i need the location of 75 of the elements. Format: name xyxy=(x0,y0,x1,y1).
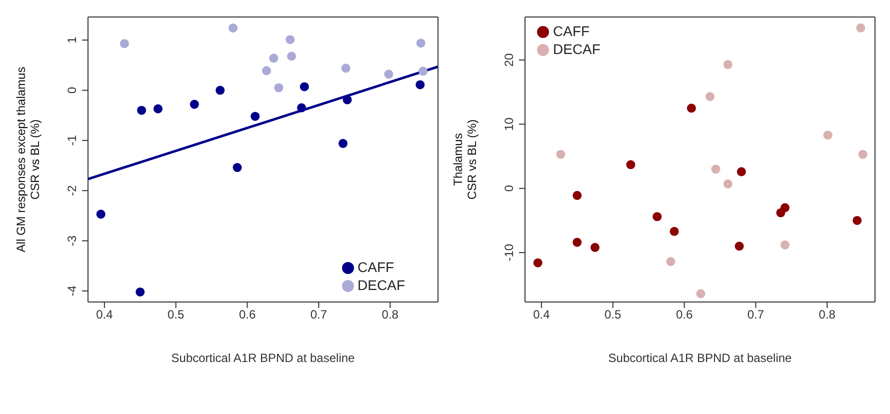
x-axis-title: Subcortical A1R BPND at baseline xyxy=(608,351,792,365)
legend-label: CAFF xyxy=(553,23,590,39)
point xyxy=(300,82,309,92)
x-tick-label: 0.4 xyxy=(96,308,114,322)
x-tick-label: 0.5 xyxy=(168,308,185,322)
point xyxy=(572,190,582,200)
point xyxy=(286,35,295,44)
x-tick-label: 0.6 xyxy=(676,308,693,322)
point xyxy=(136,287,145,296)
y-tick-label: -4 xyxy=(65,285,79,296)
point xyxy=(723,179,732,188)
point xyxy=(287,52,296,61)
point xyxy=(232,163,242,172)
x-tick-label: 0.7 xyxy=(747,308,764,322)
point xyxy=(705,92,715,102)
y-tick-label: -3 xyxy=(65,235,79,246)
legend-label: CAFF xyxy=(358,259,394,275)
point xyxy=(341,64,350,73)
legend-label: DECAF xyxy=(553,41,600,57)
point xyxy=(666,257,676,266)
point xyxy=(96,210,106,219)
y-axis-title: Thalamus CSR vs BL (%) xyxy=(451,119,479,200)
point xyxy=(670,226,679,236)
x-tick-label: 0.4 xyxy=(533,308,550,322)
y-tick-label: 0 xyxy=(65,86,79,94)
point xyxy=(780,240,790,250)
point xyxy=(274,83,284,92)
y-tick-label: 10 xyxy=(502,117,516,131)
x-tick-label: 0.5 xyxy=(604,308,622,322)
point xyxy=(269,54,278,63)
point xyxy=(416,80,425,90)
point xyxy=(216,86,225,95)
y-tick-label: 20 xyxy=(502,53,516,67)
point xyxy=(852,216,862,225)
y-tick-label: -2 xyxy=(65,184,79,196)
point xyxy=(262,66,272,76)
point xyxy=(823,130,832,140)
x-tick-label: 0.8 xyxy=(818,308,836,322)
point xyxy=(250,112,260,121)
y-tick-label: 0 xyxy=(502,184,516,192)
point xyxy=(590,242,600,252)
point xyxy=(137,106,146,115)
point xyxy=(723,60,732,70)
point xyxy=(572,238,582,247)
point xyxy=(228,24,238,33)
point xyxy=(418,66,428,76)
point xyxy=(556,150,566,159)
point xyxy=(190,100,199,109)
point xyxy=(338,138,348,148)
y-tick-label: 1 xyxy=(65,36,79,44)
y-axis-title: All GM responses except thalamus CSR vs BL (%) xyxy=(14,66,42,252)
x-tick-label: 0.8 xyxy=(382,308,399,322)
y-tick-label: -10 xyxy=(502,244,516,262)
point xyxy=(153,104,163,114)
point xyxy=(626,160,636,170)
point xyxy=(736,167,746,176)
point xyxy=(696,289,706,298)
x-tick-label: 0.7 xyxy=(310,308,328,322)
point xyxy=(416,38,426,48)
point xyxy=(120,39,129,48)
point xyxy=(856,23,866,32)
legend-label: DECAF xyxy=(358,277,405,293)
point xyxy=(734,242,744,251)
point xyxy=(780,203,790,212)
point xyxy=(652,212,662,222)
point xyxy=(384,70,394,79)
y-tick-label: -1 xyxy=(65,134,79,146)
point xyxy=(686,104,696,113)
point xyxy=(297,103,306,112)
x-axis-title: Subcortical A1R BPND at baseline xyxy=(171,351,356,365)
point xyxy=(711,164,720,174)
point xyxy=(858,150,868,159)
point xyxy=(533,258,542,268)
point xyxy=(342,95,352,104)
x-tick-label: 0.6 xyxy=(238,308,256,322)
